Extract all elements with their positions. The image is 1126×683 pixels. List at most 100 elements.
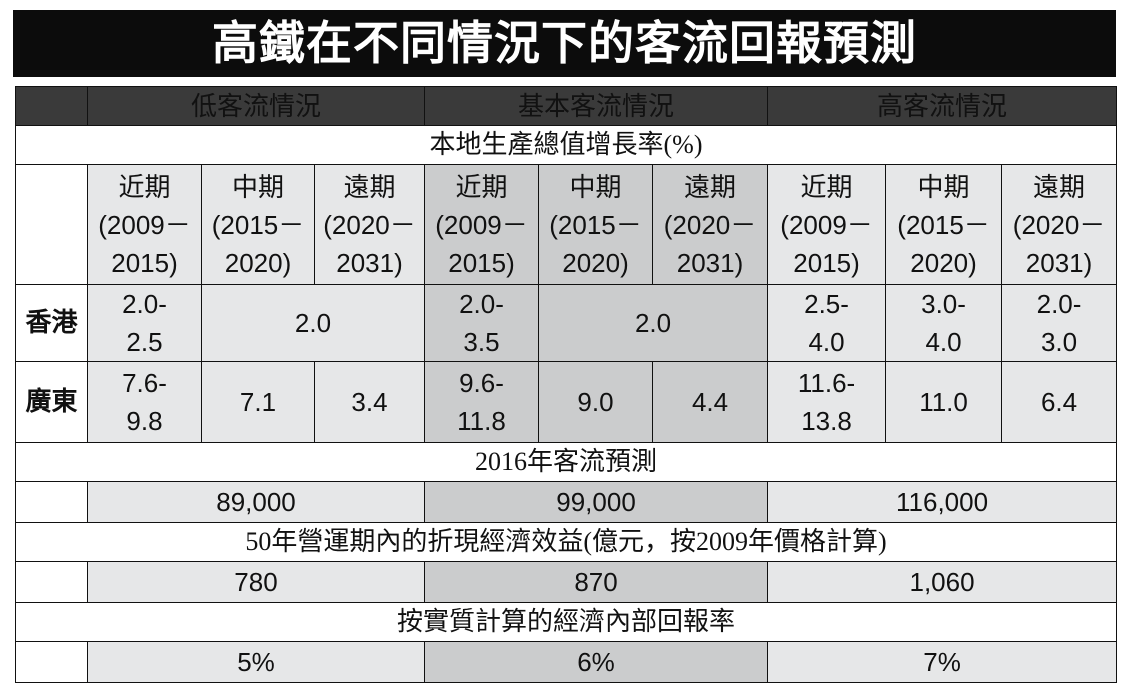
irr-values-row: 5% 6% 7% (15, 641, 1118, 683)
gd-base-near: 9.6- 11.8 (424, 361, 539, 443)
period-range-end: 2020) (224, 247, 292, 278)
value-line: 3.0 (1040, 327, 1078, 357)
period-name: 近期 (455, 171, 508, 202)
period-name: 中期 (231, 171, 284, 202)
value-line: 7.6- (122, 368, 167, 398)
section-irr-heading: 按實質計算的經濟內部回報率 (14, 602, 1118, 642)
section-forecast-row: 2016年客流預測 (14, 442, 1118, 482)
period-range-end: 2031) (676, 247, 744, 278)
benefit-low: 780 (87, 561, 425, 603)
benefit-high: 1,060 (767, 561, 1118, 603)
section-benefit-row: 50年營運期內的折現經濟效益(億元，按2009年價格計算) (14, 522, 1118, 562)
hk-high-near: 2.5- 4.0 (767, 284, 887, 362)
period-high-mid: 中期 (2015－ 2020) (885, 164, 1003, 285)
value-line: 2.0- (459, 289, 504, 319)
period-base-mid: 中期 (2015－ 2020) (538, 164, 653, 285)
scenario-high-header: 高客流情況 (767, 86, 1118, 126)
period-name: 遠期 (343, 171, 396, 202)
forecast-blank (15, 481, 88, 523)
period-range-start: (2009－ (98, 209, 191, 240)
period-range-end: 2015) (448, 247, 515, 278)
row-label-hk: 香港 (15, 284, 88, 362)
period-range-start: (2020－ (663, 209, 757, 240)
value-line: 3.5 (463, 327, 500, 357)
header-corner (15, 86, 88, 126)
period-low-mid: 中期 (2015－ 2020) (201, 164, 315, 285)
scenario-header-row: 低客流情況 基本客流情況 高客流情況 (15, 86, 1118, 126)
irr-high: 7% (767, 641, 1118, 683)
hk-base-near: 2.0- 3.5 (424, 284, 539, 362)
value-line: 2.0- (122, 289, 167, 319)
period-name: 中期 (917, 171, 970, 202)
irr-base: 6% (423, 641, 769, 683)
value-line: 9.6- (459, 368, 504, 398)
period-range-start: (2020－ (1012, 209, 1106, 240)
period-range-end: 2031) (336, 247, 403, 278)
gd-high-mid: 11.0 (885, 361, 1003, 443)
hk-low-midfar: 2.0 (201, 284, 425, 362)
period-high-near: 近期 (2009－ 2015) (767, 164, 887, 285)
hk-base-midfar: 2.0 (537, 284, 769, 362)
row-label-gd: 廣東 (15, 361, 88, 443)
section-benefit-heading: 50年營運期內的折現經濟效益(億元，按2009年價格計算) (14, 522, 1118, 562)
value-line: 2.5- (804, 289, 849, 319)
irr-blank (15, 641, 88, 683)
value-line: 11.6- (797, 368, 856, 398)
forecast-base: 99,000 (423, 481, 769, 523)
forecast-values-row: 89,000 99,000 116,000 (15, 481, 1118, 523)
value-line: 4.0 (808, 327, 845, 357)
period-base-far: 遠期 (2020－ 2031) (651, 164, 769, 285)
period-range-end: 2020) (910, 247, 977, 278)
value-line: 9.8 (126, 406, 163, 436)
period-range-end: 2015) (793, 247, 860, 278)
gd-base-mid: 9.0 (538, 361, 653, 443)
period-corner (15, 164, 88, 285)
benefit-base: 870 (423, 561, 769, 603)
period-name: 遠期 (1033, 171, 1086, 202)
period-range-end: 2020) (562, 247, 629, 278)
period-range-start: (2015－ (211, 209, 305, 240)
period-low-near: 近期 (2009－ 2015) (87, 164, 202, 285)
scenario-low-header: 低客流情況 (87, 86, 425, 126)
section-gdp-row: 本地生產總值增長率(%) (14, 125, 1118, 165)
value-line: 11.8 (457, 406, 506, 436)
period-range-start: (2020－ (323, 209, 416, 240)
value-line: 3.0- (921, 289, 966, 319)
value-line: 2.0- (1036, 289, 1082, 319)
gd-row: 廣東 7.6- 9.8 7.1 3.4 9.6- 11.8 9.0 4.4 11.6… (15, 361, 1118, 443)
gd-base-far: 4.4 (651, 361, 769, 443)
section-forecast-heading: 2016年客流預測 (14, 442, 1118, 482)
period-header-row: 近期 (2009－ 2015) 中期 (2015－ 2020) 遠期 (2020－ 2031… (15, 164, 1118, 285)
period-base-near: 近期 (2009－ 2015) (424, 164, 539, 285)
irr-low: 5% (87, 641, 425, 683)
period-range-end: 2015) (111, 247, 178, 278)
hk-high-mid: 3.0- 4.0 (885, 284, 1003, 362)
section-irr-row: 按實質計算的經濟內部回報率 (14, 602, 1118, 642)
value-line: 13.8 (801, 406, 852, 436)
period-range-start: (2015－ (897, 209, 990, 240)
page-title: 高鐵在不同情況下的客流回報預測 (13, 10, 1116, 77)
period-high-far: 遠期 (2020－ 2031) (1001, 164, 1118, 285)
period-name: 中期 (569, 171, 622, 202)
gd-high-near: 11.6- 13.8 (767, 361, 887, 443)
value-line: 2.5 (126, 327, 163, 357)
hk-high-far: 2.0- 3.0 (1001, 284, 1118, 362)
value-line: 4.0 (925, 327, 962, 357)
period-name: 遠期 (684, 171, 737, 202)
period-name: 近期 (800, 171, 853, 202)
period-range-start: (2015－ (549, 209, 642, 240)
forecast-table: 低客流情況 基本客流情況 高客流情況 本地生產總值增長率(%) 近期 (2009－… (14, 86, 1118, 683)
hk-low-near: 2.0- 2.5 (87, 284, 202, 362)
period-name: 近期 (118, 171, 171, 202)
benefit-blank (15, 561, 88, 603)
period-range-start: (2009－ (435, 209, 528, 240)
hk-row: 香港 2.0- 2.5 2.0 2.0- 3.5 2.0 2.5- 4.0 3.0- 4… (15, 284, 1118, 362)
gd-low-mid: 7.1 (201, 361, 315, 443)
period-low-far: 遠期 (2020－ 2031) (314, 164, 425, 285)
forecast-high: 116,000 (767, 481, 1118, 523)
section-gdp-heading: 本地生產總值增長率(%) (14, 125, 1118, 165)
period-range-end: 2031) (1025, 247, 1093, 278)
period-range-start: (2009－ (780, 209, 873, 240)
scenario-base-header: 基本客流情況 (423, 86, 769, 126)
gd-low-near: 7.6- 9.8 (87, 361, 202, 443)
